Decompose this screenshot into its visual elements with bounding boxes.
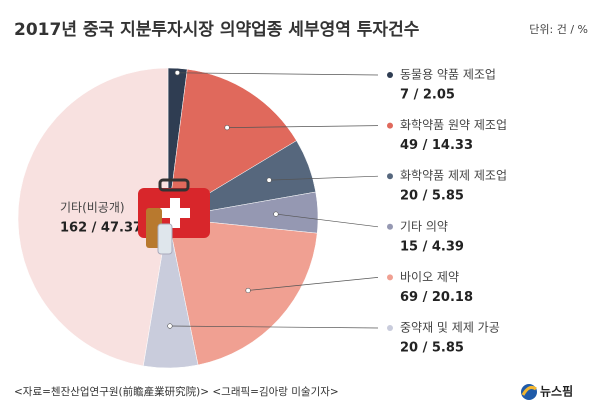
legend-bullet [387, 223, 393, 230]
leader-line [227, 125, 379, 128]
medical-kit-icon [138, 178, 210, 255]
logo: 뉴스핌 [540, 384, 573, 399]
pie-slice [167, 68, 297, 219]
value-label: 20 / 5.85 [400, 341, 464, 356]
slice-label: 화학약품 제제 제조업 [400, 168, 507, 183]
legend-bullet [387, 122, 393, 129]
leader-line [169, 325, 379, 329]
slice-label: 기타(비공개) [60, 201, 125, 215]
value-label: 69 / 20.18 [400, 290, 473, 305]
value-label: 49 / 14.33 [400, 138, 473, 153]
pie-slice [167, 217, 318, 366]
leader-dot [273, 211, 279, 217]
leader-dot [174, 70, 180, 76]
slice-label: 기타 의약 [400, 218, 448, 233]
value-label: 15 / 4.39 [400, 239, 464, 254]
value-label: 20 / 5.85 [400, 189, 464, 204]
leader-dot [224, 124, 230, 131]
slice-label: 동물용 약품 제조업 [400, 67, 496, 82]
kit-cross [160, 208, 190, 218]
slice-label: 중약재 및 제제 가공 [400, 320, 500, 335]
leader-dot [266, 177, 272, 183]
slice-label: 화학약품 원약 제조업 [400, 117, 507, 132]
pie-slice [17, 67, 169, 367]
legend-bullet [387, 274, 393, 281]
value-label: 7 / 2.05 [400, 88, 455, 103]
leader-dot [167, 323, 173, 329]
kit-handle [158, 178, 190, 192]
legend-bullet [387, 173, 393, 180]
value-label: 162 / 47.37 [60, 221, 142, 236]
legend-bullet [387, 325, 393, 331]
chart-title: 2017년 중국 지분투자시장 의약업종 세부영역 투자건수 [14, 19, 420, 40]
logo-swoosh [521, 386, 537, 396]
legend-bullet [387, 72, 393, 78]
slice-label: 바이오 제약 [400, 269, 459, 284]
leader-line [177, 72, 379, 76]
unit-label: 단위: 건 / % [529, 23, 588, 36]
leader-dot [245, 287, 251, 294]
leader-line [275, 213, 379, 228]
leader-line [269, 175, 379, 181]
source: <자료=첸잔산업연구원(前瞻產業研究院)> <그래픽=김아랑 미술기자> [14, 385, 339, 398]
leader-line [248, 277, 379, 291]
bottle [157, 223, 173, 255]
